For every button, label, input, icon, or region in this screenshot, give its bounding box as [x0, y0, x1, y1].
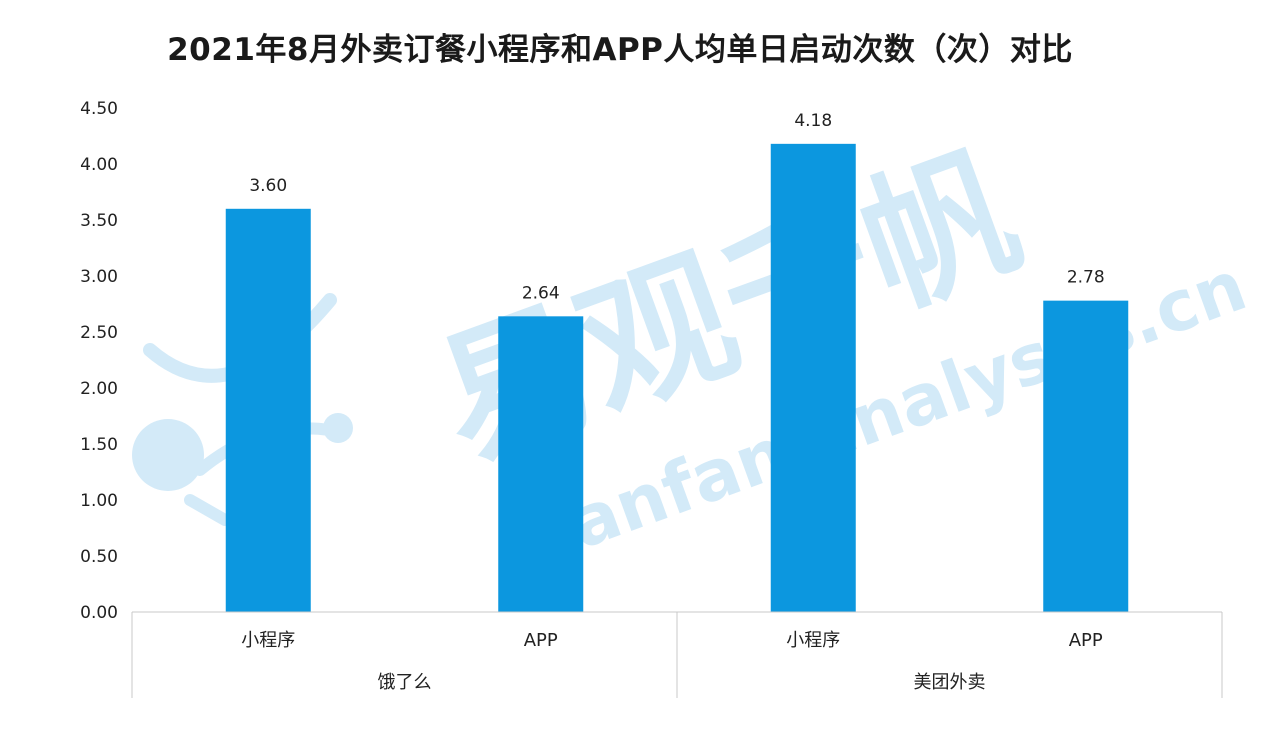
- y-tick-label: 2.50: [80, 323, 118, 343]
- category-label: 小程序: [786, 630, 840, 651]
- category-label: APP: [1069, 630, 1103, 651]
- bar-0-1: [498, 316, 584, 612]
- y-tick-label: 2.00: [80, 379, 118, 399]
- y-tick-label: 3.00: [80, 267, 118, 287]
- bar-1-0: [770, 143, 856, 612]
- data-label-0-1: 2.64: [522, 283, 560, 303]
- group-label: 饿了么: [378, 672, 432, 693]
- chart-title: 2021年8月外卖订餐小程序和APP人均单日启动次数（次）对比: [167, 32, 1073, 68]
- data-label-1-0: 4.18: [794, 111, 832, 131]
- y-tick-label: 0.50: [80, 547, 118, 567]
- data-labels: 3.60 2.64 4.18 2.78: [249, 111, 1104, 303]
- group-label: 美团外卖: [914, 672, 986, 693]
- x-axis: 小程序 APP 饿了么 小程序 APP 美团外卖: [131, 611, 1223, 698]
- y-tick-label: 0.00: [80, 603, 118, 623]
- y-tick-label: 4.50: [80, 99, 118, 119]
- y-tick-label: 1.50: [80, 435, 118, 455]
- category-label: 小程序: [241, 630, 295, 651]
- y-tick-label: 4.00: [80, 155, 118, 175]
- bars: [225, 143, 1129, 613]
- data-label-0-0: 3.60: [249, 176, 287, 196]
- y-tick-label: 1.00: [80, 491, 118, 511]
- category-label: APP: [524, 630, 558, 651]
- y-axis: 0.00 0.50 1.00 1.50 2.00 2.50 3.00 3.50 4.00 4.50: [80, 99, 118, 623]
- data-label-1-1: 2.78: [1067, 268, 1105, 288]
- bar-0-0: [225, 208, 311, 613]
- y-tick-label: 3.50: [80, 211, 118, 231]
- bar-1-1: [1043, 300, 1129, 612]
